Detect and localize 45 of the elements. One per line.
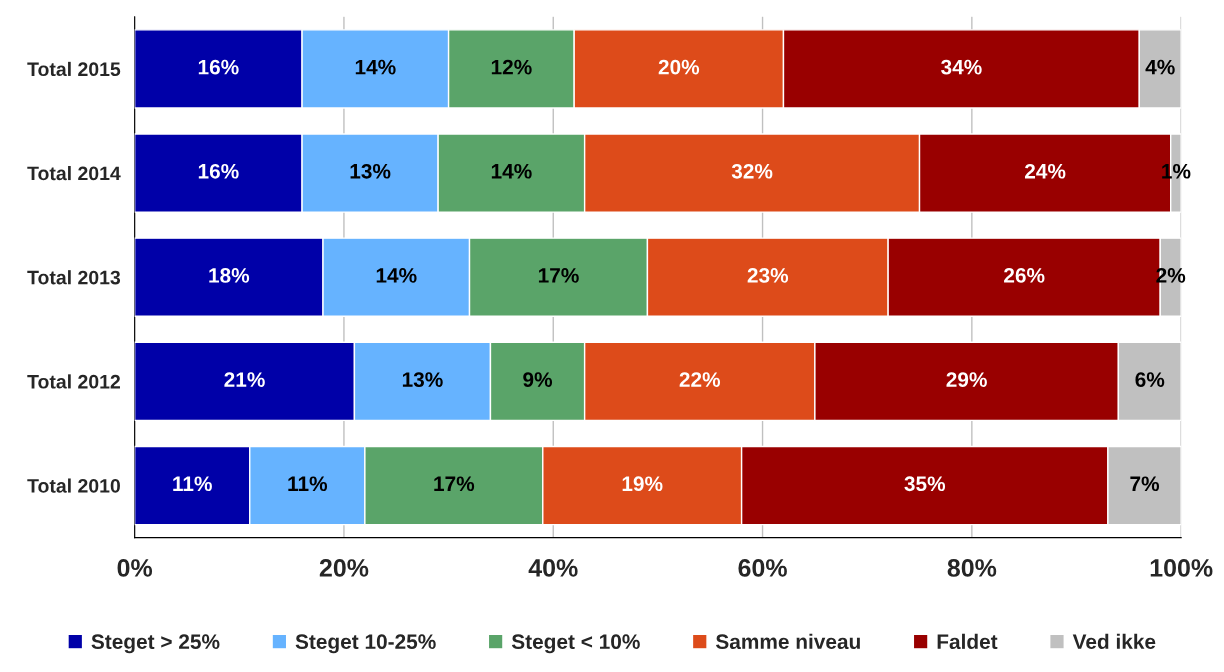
x-tick-label: 80%: [947, 559, 997, 577]
y-tick-label: Total 2012: [27, 374, 120, 389]
data-label: 4%: [1145, 59, 1175, 75]
data-label: 17%: [434, 476, 475, 492]
x-tick-label: 60%: [738, 559, 787, 577]
legend-label: Faldet: [937, 633, 998, 650]
data-label: 17%: [538, 268, 579, 283]
data-label: 32%: [731, 163, 773, 179]
data-label: 19%: [622, 476, 663, 492]
legend-label: Ved ikke: [1072, 633, 1156, 650]
data-label: 35%: [904, 476, 946, 492]
legend-label: Steget > 25%: [91, 634, 220, 654]
x-tick-label: 40%: [528, 559, 578, 577]
x-tick-label: 100%: [1150, 559, 1213, 577]
data-label: 22%: [679, 372, 721, 387]
data-label: 9%: [523, 372, 553, 387]
y-tick-label: Total 2015: [27, 61, 121, 77]
data-label: 13%: [350, 163, 391, 179]
data-label: 29%: [946, 372, 987, 387]
data-label: 18%: [209, 268, 250, 283]
x-tick-label: 20%: [319, 559, 369, 577]
data-label: 12%: [491, 59, 532, 75]
data-label: 16%: [198, 59, 239, 75]
data-label: 11%: [173, 476, 212, 492]
y-tick-label: Total 2010: [27, 478, 120, 493]
legend-label: Steget 10-25%: [295, 634, 436, 654]
data-label: 6%: [1135, 372, 1165, 387]
data-label: 14%: [376, 268, 417, 283]
data-label: 16%: [198, 163, 239, 179]
data-label: 11%: [288, 476, 328, 492]
x-tick-label: 0%: [117, 559, 153, 577]
data-label: 26%: [1004, 268, 1045, 283]
data-label: 23%: [747, 268, 789, 283]
data-label: 13%: [402, 372, 443, 387]
y-tick-label: Total 2013: [27, 270, 121, 285]
data-label: 7%: [1130, 476, 1160, 492]
legend-label: Samme niveau: [715, 633, 860, 650]
data-label: 34%: [941, 59, 982, 75]
data-label: 21%: [224, 372, 265, 387]
data-label: 14%: [491, 163, 532, 179]
data-label: 20%: [658, 59, 700, 75]
legend-label: Steget < 10%: [511, 634, 640, 654]
y-tick-label: Total 2014: [27, 165, 121, 181]
data-label: 24%: [1024, 163, 1066, 179]
data-label: 14%: [355, 59, 396, 75]
